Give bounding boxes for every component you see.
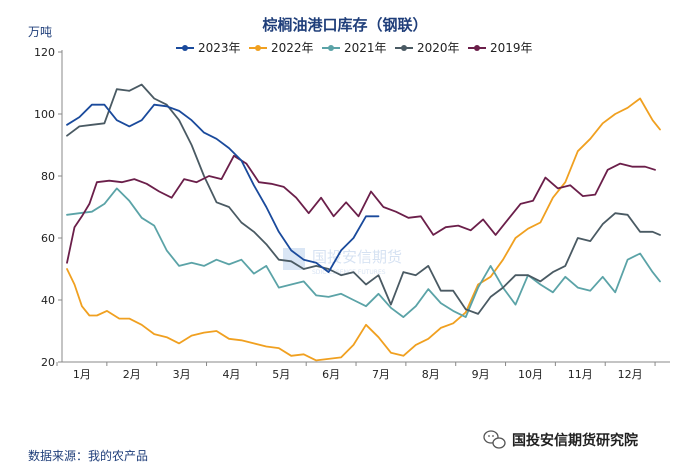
wechat-icon [483,430,506,449]
watermark-text: 国投安信期货 [312,248,402,266]
x-tick-label: 7月 [372,368,390,381]
x-tick-label: 3月 [173,368,191,381]
axes [61,50,670,363]
y-tick-label: 20 [41,356,55,369]
legend-label: 2023年 [198,41,241,55]
y-tick-label: 40 [41,294,55,307]
legend-item: 2023年 [176,41,241,55]
watermark-logo-icon [283,248,305,270]
x-tick-label: 10月 [518,368,543,381]
y-tick-label: 120 [34,46,55,59]
y-ticks: 20 40 60 80 100 120 [34,46,62,369]
y-axis-unit: 万吨 [28,25,52,39]
legend-label: 2020年 [417,41,460,55]
series-line [66,103,380,273]
x-tick-label: 5月 [272,368,290,381]
series-line [66,154,656,264]
brand-name: 国投安信期货研究院 [512,432,638,449]
x-tick-label: 4月 [222,368,240,381]
legend-marker [474,45,480,51]
legend-label: 2022年 [271,41,314,55]
legend-item: 2020年 [395,41,460,55]
x-tick-label: 11月 [568,368,593,381]
series-group [66,83,661,362]
y-tick-label: 100 [34,108,55,121]
legend-label: 2021年 [344,41,387,55]
chart-title: 棕榈油港口库存（钢联） [262,16,427,34]
footer-brand: 国投安信期货研究院 [483,430,638,449]
x-tick-label: 9月 [472,368,490,381]
y-tick-label: 80 [41,170,55,183]
legend-marker [182,45,188,51]
x-tick-label: 2月 [123,368,141,381]
watermark: 国投安信期货 SDIC ESSENCE FUTURES [283,248,402,276]
legend: 2023年 2022年 2021年 2020年 2019年 [176,41,533,55]
series-2019年 [66,154,656,264]
legend-item: 2021年 [322,41,387,55]
x-ticks: 1月 2月 3月 4月 5月 6月 7月 8月 9月 10月 11月 12月 [56,362,656,381]
legend-item: 2022年 [249,41,314,55]
series-2023年 [66,103,380,273]
legend-marker [255,45,261,51]
y-tick-label: 60 [41,232,55,245]
x-tick-label: 1月 [73,368,91,381]
legend-marker [328,45,334,51]
series-2020年 [66,83,661,315]
legend-label: 2019年 [490,41,533,55]
source-note: 数据来源：我的农产品 [28,448,148,463]
legend-marker [401,45,407,51]
x-tick-label: 8月 [422,368,440,381]
series-line [66,83,661,315]
x-tick-label: 12月 [618,368,643,381]
legend-item: 2019年 [468,41,533,55]
x-tick-label: 6月 [322,368,340,381]
